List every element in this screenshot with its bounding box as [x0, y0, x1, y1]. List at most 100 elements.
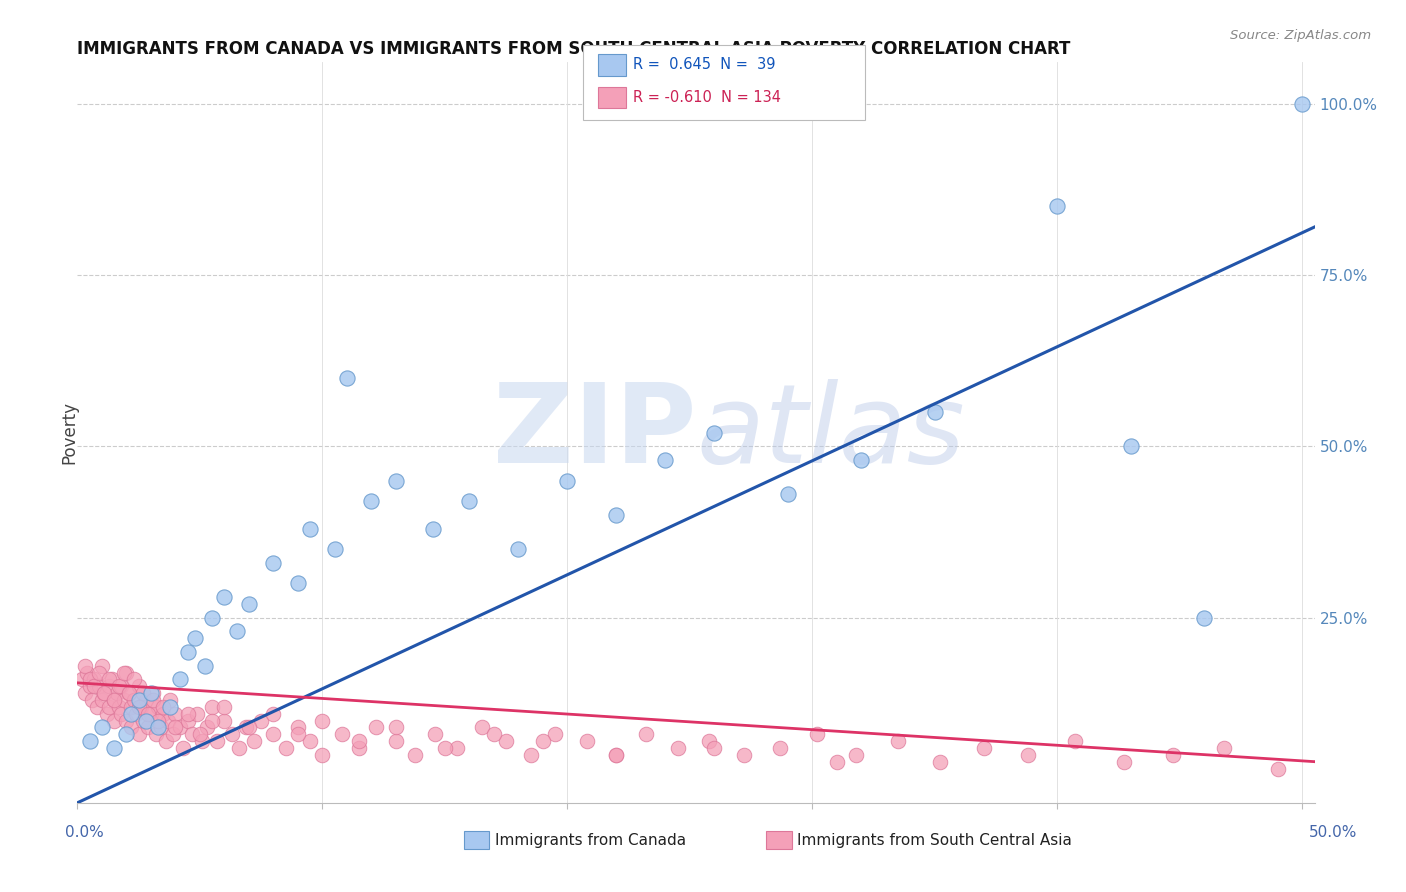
- Point: [103, 741, 125, 756]
- Point: [108, 679, 131, 693]
- Point: [96, 706, 118, 721]
- Point: [733, 747, 755, 762]
- Point: [404, 747, 426, 762]
- Point: [148, 714, 170, 728]
- Point: [471, 720, 494, 734]
- Point: [544, 727, 567, 741]
- Point: [181, 727, 204, 741]
- Point: [1213, 741, 1236, 756]
- Point: [103, 714, 125, 728]
- Point: [1017, 747, 1039, 762]
- Point: [323, 542, 346, 557]
- Point: [139, 706, 162, 721]
- Point: [89, 665, 111, 680]
- Point: [887, 734, 910, 748]
- Point: [262, 706, 284, 721]
- Point: [132, 714, 155, 728]
- Point: [214, 714, 236, 728]
- Point: [135, 693, 157, 707]
- Text: IMMIGRANTS FROM CANADA VS IMMIGRANTS FROM SOUTH CENTRAL ASIA POVERTY CORRELATION: IMMIGRANTS FROM CANADA VS IMMIGRANTS FRO…: [77, 40, 1071, 58]
- Point: [201, 714, 224, 728]
- Point: [159, 699, 181, 714]
- Point: [666, 741, 689, 756]
- Point: [242, 734, 264, 748]
- Point: [191, 734, 214, 748]
- Point: [142, 693, 165, 707]
- Point: [336, 371, 359, 385]
- Point: [1063, 734, 1085, 748]
- Point: [973, 741, 995, 756]
- Text: 50.0%: 50.0%: [1309, 825, 1357, 839]
- Point: [89, 679, 111, 693]
- Point: [458, 494, 481, 508]
- Point: [806, 727, 828, 741]
- Point: [186, 706, 208, 721]
- Point: [250, 714, 273, 728]
- Point: [605, 747, 627, 762]
- Point: [152, 706, 174, 721]
- Point: [83, 673, 105, 687]
- Point: [360, 494, 382, 508]
- Point: [385, 720, 408, 734]
- Point: [366, 720, 388, 734]
- Text: Source: ZipAtlas.com: Source: ZipAtlas.com: [1230, 29, 1371, 42]
- Text: ZIP: ZIP: [492, 379, 696, 486]
- Point: [1267, 762, 1289, 776]
- Point: [228, 741, 250, 756]
- Point: [347, 741, 370, 756]
- Point: [225, 624, 247, 639]
- Point: [93, 686, 115, 700]
- Point: [108, 699, 131, 714]
- Point: [118, 686, 141, 700]
- Point: [86, 699, 108, 714]
- Point: [924, 405, 946, 419]
- Point: [120, 706, 142, 721]
- Point: [162, 727, 184, 741]
- Point: [129, 699, 152, 714]
- Point: [80, 693, 103, 707]
- Point: [703, 741, 725, 756]
- Point: [195, 720, 218, 734]
- Point: [654, 453, 676, 467]
- Point: [385, 474, 408, 488]
- Point: [103, 693, 125, 707]
- Point: [118, 686, 141, 700]
- Point: [422, 522, 444, 536]
- Point: [135, 714, 157, 728]
- Point: [238, 720, 260, 734]
- Point: [98, 673, 121, 687]
- Point: [262, 556, 284, 570]
- Point: [508, 542, 530, 557]
- Point: [703, 425, 725, 440]
- Point: [176, 706, 198, 721]
- Point: [115, 727, 138, 741]
- Point: [79, 673, 101, 687]
- Point: [115, 714, 138, 728]
- Text: Immigrants from South Central Asia: Immigrants from South Central Asia: [797, 833, 1073, 847]
- Point: [90, 693, 112, 707]
- Point: [76, 665, 98, 680]
- Point: [149, 720, 172, 734]
- Point: [79, 734, 101, 748]
- Point: [634, 727, 657, 741]
- Text: R =  0.645  N =  39: R = 0.645 N = 39: [633, 57, 775, 71]
- Point: [433, 741, 456, 756]
- Point: [145, 727, 167, 741]
- Point: [1316, 747, 1339, 762]
- Point: [105, 686, 128, 700]
- Point: [100, 673, 122, 687]
- Point: [128, 679, 150, 693]
- Point: [98, 699, 121, 714]
- Point: [605, 747, 627, 762]
- Point: [299, 734, 322, 748]
- Point: [169, 673, 191, 687]
- Point: [152, 699, 174, 714]
- Point: [122, 673, 145, 687]
- Point: [1365, 755, 1388, 769]
- Point: [557, 474, 579, 488]
- Point: [287, 720, 309, 734]
- Point: [110, 679, 132, 693]
- Point: [194, 658, 217, 673]
- Point: [201, 699, 224, 714]
- Point: [120, 699, 142, 714]
